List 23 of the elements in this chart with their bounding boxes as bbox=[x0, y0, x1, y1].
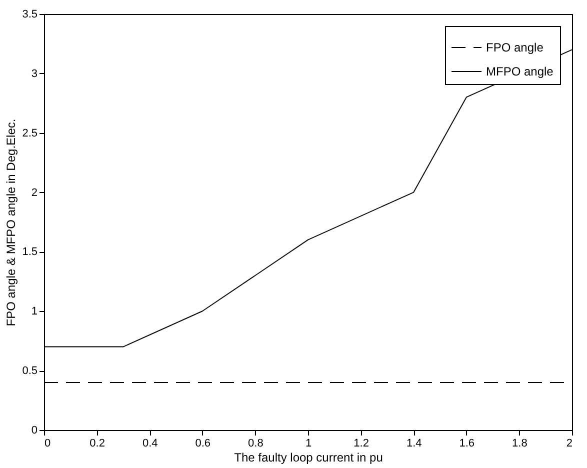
y-tick-label: 1 bbox=[31, 306, 38, 318]
legend-label: MFPO angle bbox=[486, 64, 554, 78]
x-tick-label: 1.6 bbox=[459, 438, 475, 450]
y-tick-label: 3.5 bbox=[22, 8, 38, 20]
x-tick-label: 0.2 bbox=[90, 438, 105, 450]
legend-label: FPO angle bbox=[486, 40, 544, 54]
y-tick-label: 0 bbox=[31, 424, 38, 436]
y-axis-title: FPO angle & MFPO angle in Deg.Elec. bbox=[4, 118, 18, 326]
x-tick-label: 0 bbox=[44, 438, 51, 450]
y-tick-label: 2 bbox=[31, 186, 38, 199]
x-tick-label: 0.4 bbox=[142, 438, 158, 450]
x-tick-label: 2 bbox=[566, 438, 572, 450]
y-tick-label: 2.5 bbox=[22, 127, 38, 140]
x-tick-label: 1.8 bbox=[512, 438, 528, 450]
y-tick-label: 3 bbox=[31, 68, 38, 80]
x-tick-label: 1 bbox=[305, 438, 312, 450]
x-tick-label: 0.6 bbox=[195, 438, 211, 450]
x-tick-label: 0.8 bbox=[248, 438, 264, 450]
x-tick-label: 1.2 bbox=[354, 438, 369, 450]
y-tick-label: 1.5 bbox=[22, 246, 38, 258]
y-tick-label: 0.5 bbox=[22, 365, 38, 378]
x-axis-title: The faulty loop current in pu bbox=[234, 450, 383, 464]
x-tick-label: 1.4 bbox=[406, 438, 422, 450]
